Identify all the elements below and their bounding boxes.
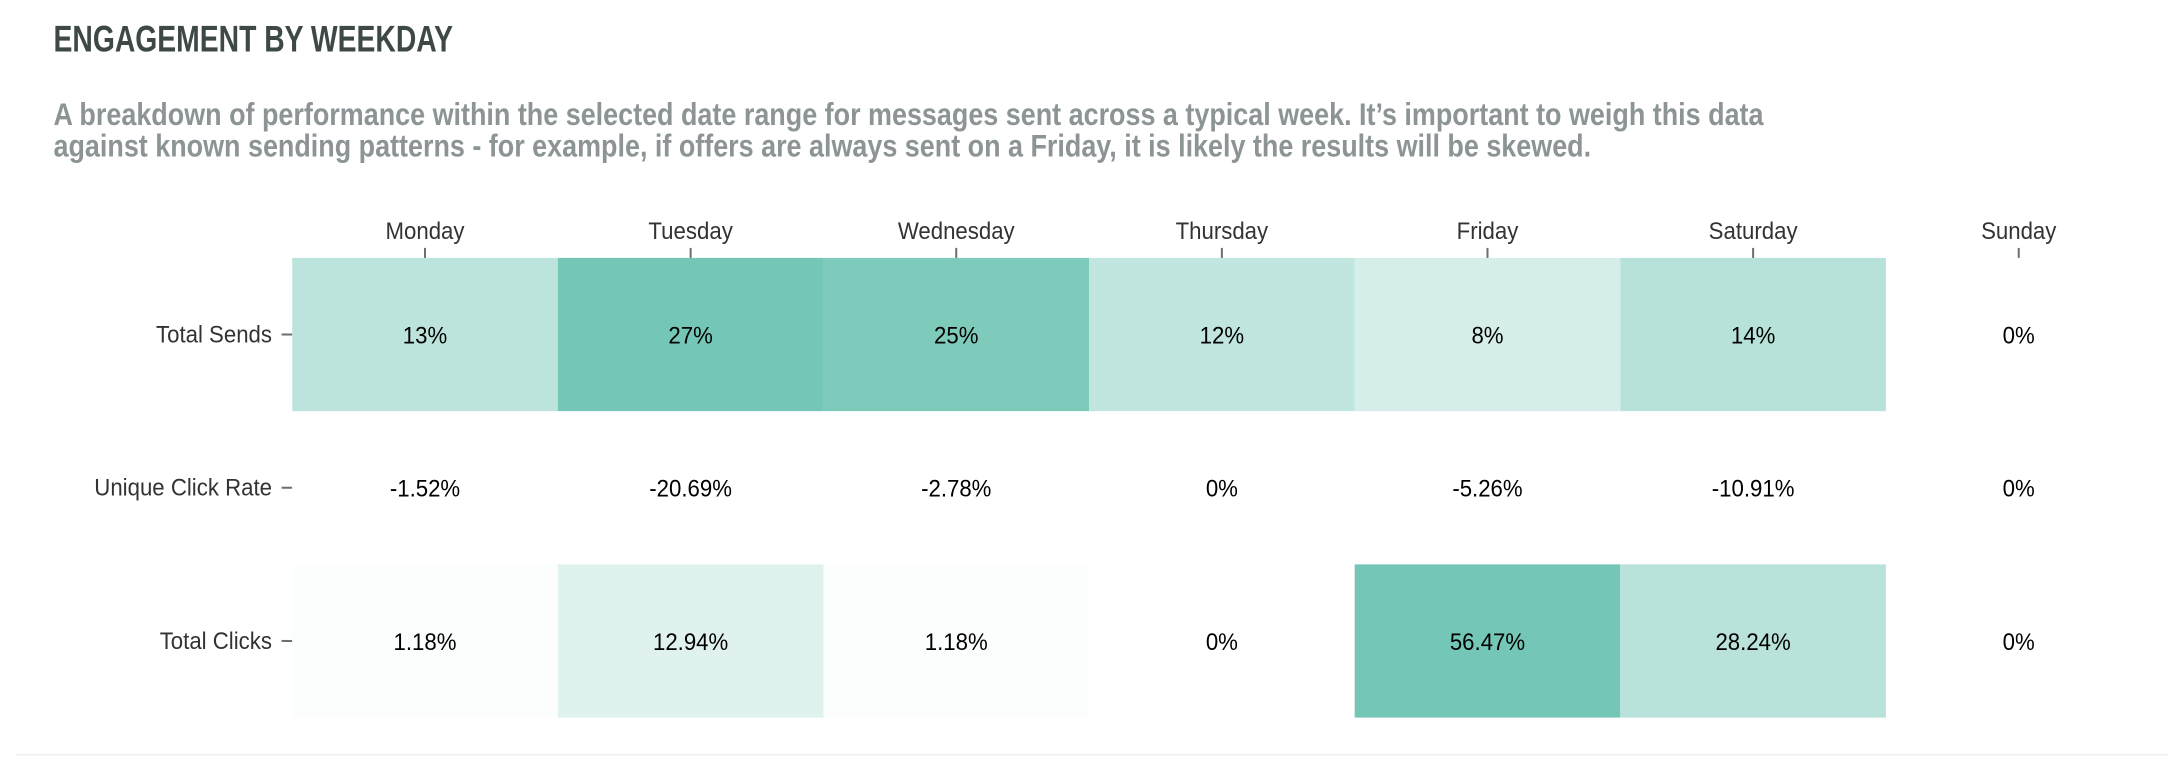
svg-text:Thursday: Thursday xyxy=(1176,218,1269,245)
svg-text:12%: 12% xyxy=(1200,323,1244,350)
svg-text:0%: 0% xyxy=(2003,476,2035,503)
svg-text:Friday: Friday xyxy=(1457,218,1519,245)
svg-text:-20.69%: -20.69% xyxy=(649,476,732,503)
svg-text:13%: 13% xyxy=(403,323,447,350)
svg-text:0%: 0% xyxy=(1206,629,1238,656)
svg-text:-1.52%: -1.52% xyxy=(390,476,460,503)
svg-text:1.18%: 1.18% xyxy=(925,629,988,656)
svg-text:-5.26%: -5.26% xyxy=(1452,476,1522,503)
svg-text:0%: 0% xyxy=(2003,323,2035,350)
svg-text:1.18%: 1.18% xyxy=(394,629,457,656)
svg-text:Wednesday: Wednesday xyxy=(898,218,1015,245)
svg-text:0%: 0% xyxy=(2003,629,2035,656)
svg-text:14%: 14% xyxy=(1731,323,1775,350)
svg-text:12.94%: 12.94% xyxy=(653,629,728,656)
svg-text:Tuesday: Tuesday xyxy=(648,218,732,245)
svg-text:28.24%: 28.24% xyxy=(1715,629,1790,656)
svg-text:27%: 27% xyxy=(668,323,712,350)
svg-text:0%: 0% xyxy=(1206,476,1238,503)
svg-text:Saturday: Saturday xyxy=(1709,218,1798,245)
svg-text:Sunday: Sunday xyxy=(1981,218,2056,245)
svg-text:ENGAGEMENT BY WEEKDAY: ENGAGEMENT BY WEEKDAY xyxy=(54,19,454,60)
svg-text:-10.91%: -10.91% xyxy=(1712,476,1795,503)
svg-text:Total Clicks: Total Clicks xyxy=(160,628,272,655)
svg-text:8%: 8% xyxy=(1471,323,1503,350)
svg-text:Unique Click Rate: Unique Click Rate xyxy=(94,475,272,502)
svg-text:Monday: Monday xyxy=(386,218,465,245)
svg-text:Total Sends: Total Sends xyxy=(156,322,272,349)
svg-text:56.47%: 56.47% xyxy=(1450,629,1525,656)
svg-text:25%: 25% xyxy=(934,323,978,350)
svg-text:-2.78%: -2.78% xyxy=(921,476,991,503)
svg-text:A breakdown of performance wit: A breakdown of performance within the se… xyxy=(54,96,1764,132)
svg-text:against known sending patterns: against known sending patterns - for exa… xyxy=(54,128,1592,164)
